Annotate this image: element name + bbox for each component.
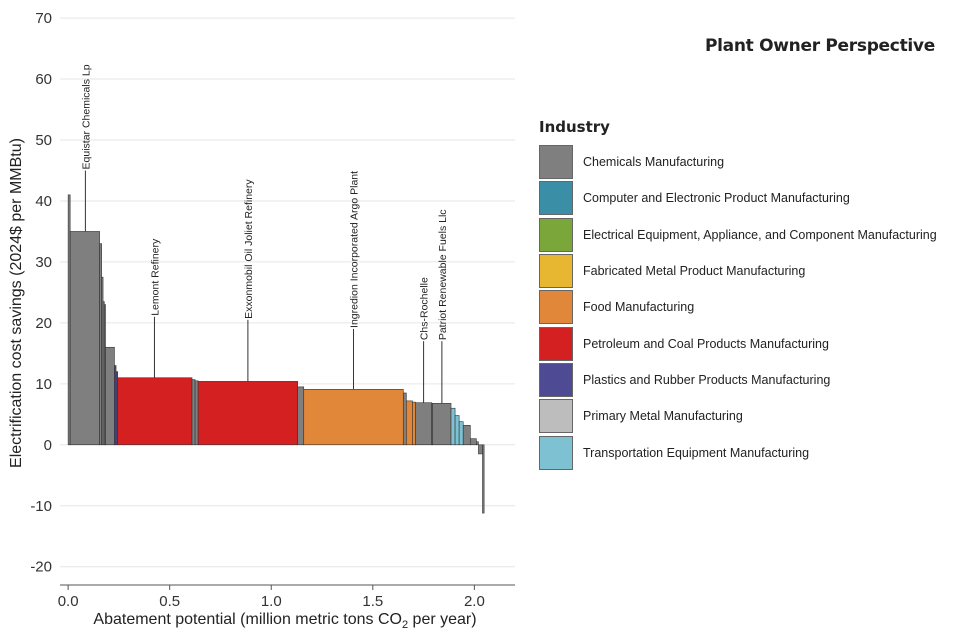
bar [476,441,479,446]
annotation-label: Equistar Chemicals Lp [80,64,92,169]
y-axis-ticks: -20 -10 0 10 20 30 40 50 60 70 [30,10,52,576]
bar [67,194,71,446]
legend-label: Primary Metal Manufacturing [583,409,743,424]
y-tick-label: 20 [35,315,52,332]
x-tick-label: 1.0 [261,593,282,610]
y-tick-label: 40 [35,193,52,210]
y-tick-label: 10 [35,376,52,393]
y-tick-label: -20 [30,559,52,576]
bar [99,243,102,446]
bar [303,389,404,446]
y-tick-label: 0 [44,437,52,454]
bar [462,424,471,446]
legend-label: Computer and Electronic Product Manufact… [583,191,850,206]
annotation-label: Exxonmobil Oil Joliet Refinery [243,179,255,319]
bar [194,380,199,446]
y-axis-title: Electrification cost savings (2024$ per … [8,138,25,468]
x-tick-label: 1.5 [362,593,383,610]
bar [432,403,452,446]
legend-item: Chemicals Manufacturing [539,144,937,180]
bars [67,194,485,514]
legend-swatch [539,435,573,470]
legend-swatch [539,362,573,397]
bar [478,444,483,455]
legend-item: Food Manufacturing [539,289,937,325]
legend-item: Computer and Electronic Product Manufact… [539,180,937,216]
macc-chart: Equistar Chemicals Lp Lemont Refinery Exxo… [8,10,515,631]
legend-item: Fabricated Metal Product Manufacturing [539,253,937,289]
bar [458,421,464,446]
legend-swatch [539,290,573,325]
bar [454,415,460,446]
legend-item: Electrical Equipment, Appliance, and Com… [539,217,937,253]
x-axis-title-tail: per year) [408,611,476,628]
bar [402,392,407,446]
chart-side-title: Plant Owner Perspective [705,36,935,56]
legend-item: Transportation Equipment Manufacturing [539,434,937,470]
bar [191,379,196,446]
bar [197,381,298,446]
legend-label: Fabricated Metal Product Manufacturing [583,264,806,279]
legend-swatch [539,145,573,180]
legend: Industry Chemicals Manufacturing Computer… [539,118,937,471]
legend-item: Petroleum and Coal Products Manufacturin… [539,325,937,361]
x-axis-title: Abatement potential (million metric tons… [93,611,476,631]
legend-label: Chemicals Manufacturing [583,155,725,170]
annotation-label: Patriot Renewable Fuels Llc [437,209,449,340]
legend-item: Plastics and Rubber Products Manufacturi… [539,362,937,398]
bar [69,231,100,446]
legend-item: Primary Metal Manufacturing [539,398,937,434]
bar [105,346,115,446]
bar [470,438,477,446]
legend-label: Food Manufacturing [583,300,695,315]
y-tick-label: -10 [30,498,52,515]
legend-label: Electrical Equipment, Appliance, and Com… [583,227,937,242]
legend-swatch [539,399,573,434]
annotations: Equistar Chemicals Lp Lemont Refinery Exxo… [80,64,449,404]
legend-swatch [539,254,573,289]
x-tick-label: 0.5 [159,593,180,610]
bar [412,401,416,446]
x-axis-title-main: Abatement potential (million metric tons… [93,611,402,628]
bar [406,400,413,446]
y-tick-label: 30 [35,254,52,271]
legend-items: Chemicals Manufacturing Computer and Elec… [539,144,937,471]
bar [482,444,485,514]
bar [415,402,433,446]
x-axis-ticks: 0.0 0.5 1.0 1.5 2.0 [58,585,485,610]
legend-swatch [539,326,573,361]
y-tick-label: 60 [35,71,52,88]
x-tick-label: 0.0 [58,593,79,610]
legend-swatch [539,217,573,252]
bar [297,386,305,446]
annotation-label: Ingredion Incorporated Argo Plant [349,171,361,328]
x-axis-title-subscript: 2 [402,619,408,631]
legend-title: Industry [539,118,610,136]
legend-swatch [539,181,573,216]
legend-label: Transportation Equipment Manufacturing [583,445,810,460]
bar [117,377,193,446]
annotation-label: Chs-Rochelle [419,277,431,340]
y-tick-label: 50 [35,132,52,149]
legend-label: Plastics and Rubber Products Manufacturi… [583,372,831,387]
x-tick-label: 2.0 [464,593,485,610]
annotation-label: Lemont Refinery [149,238,161,316]
y-tick-label: 70 [35,10,52,27]
bar [450,407,456,446]
legend-label: Petroleum and Coal Products Manufacturin… [583,336,829,351]
